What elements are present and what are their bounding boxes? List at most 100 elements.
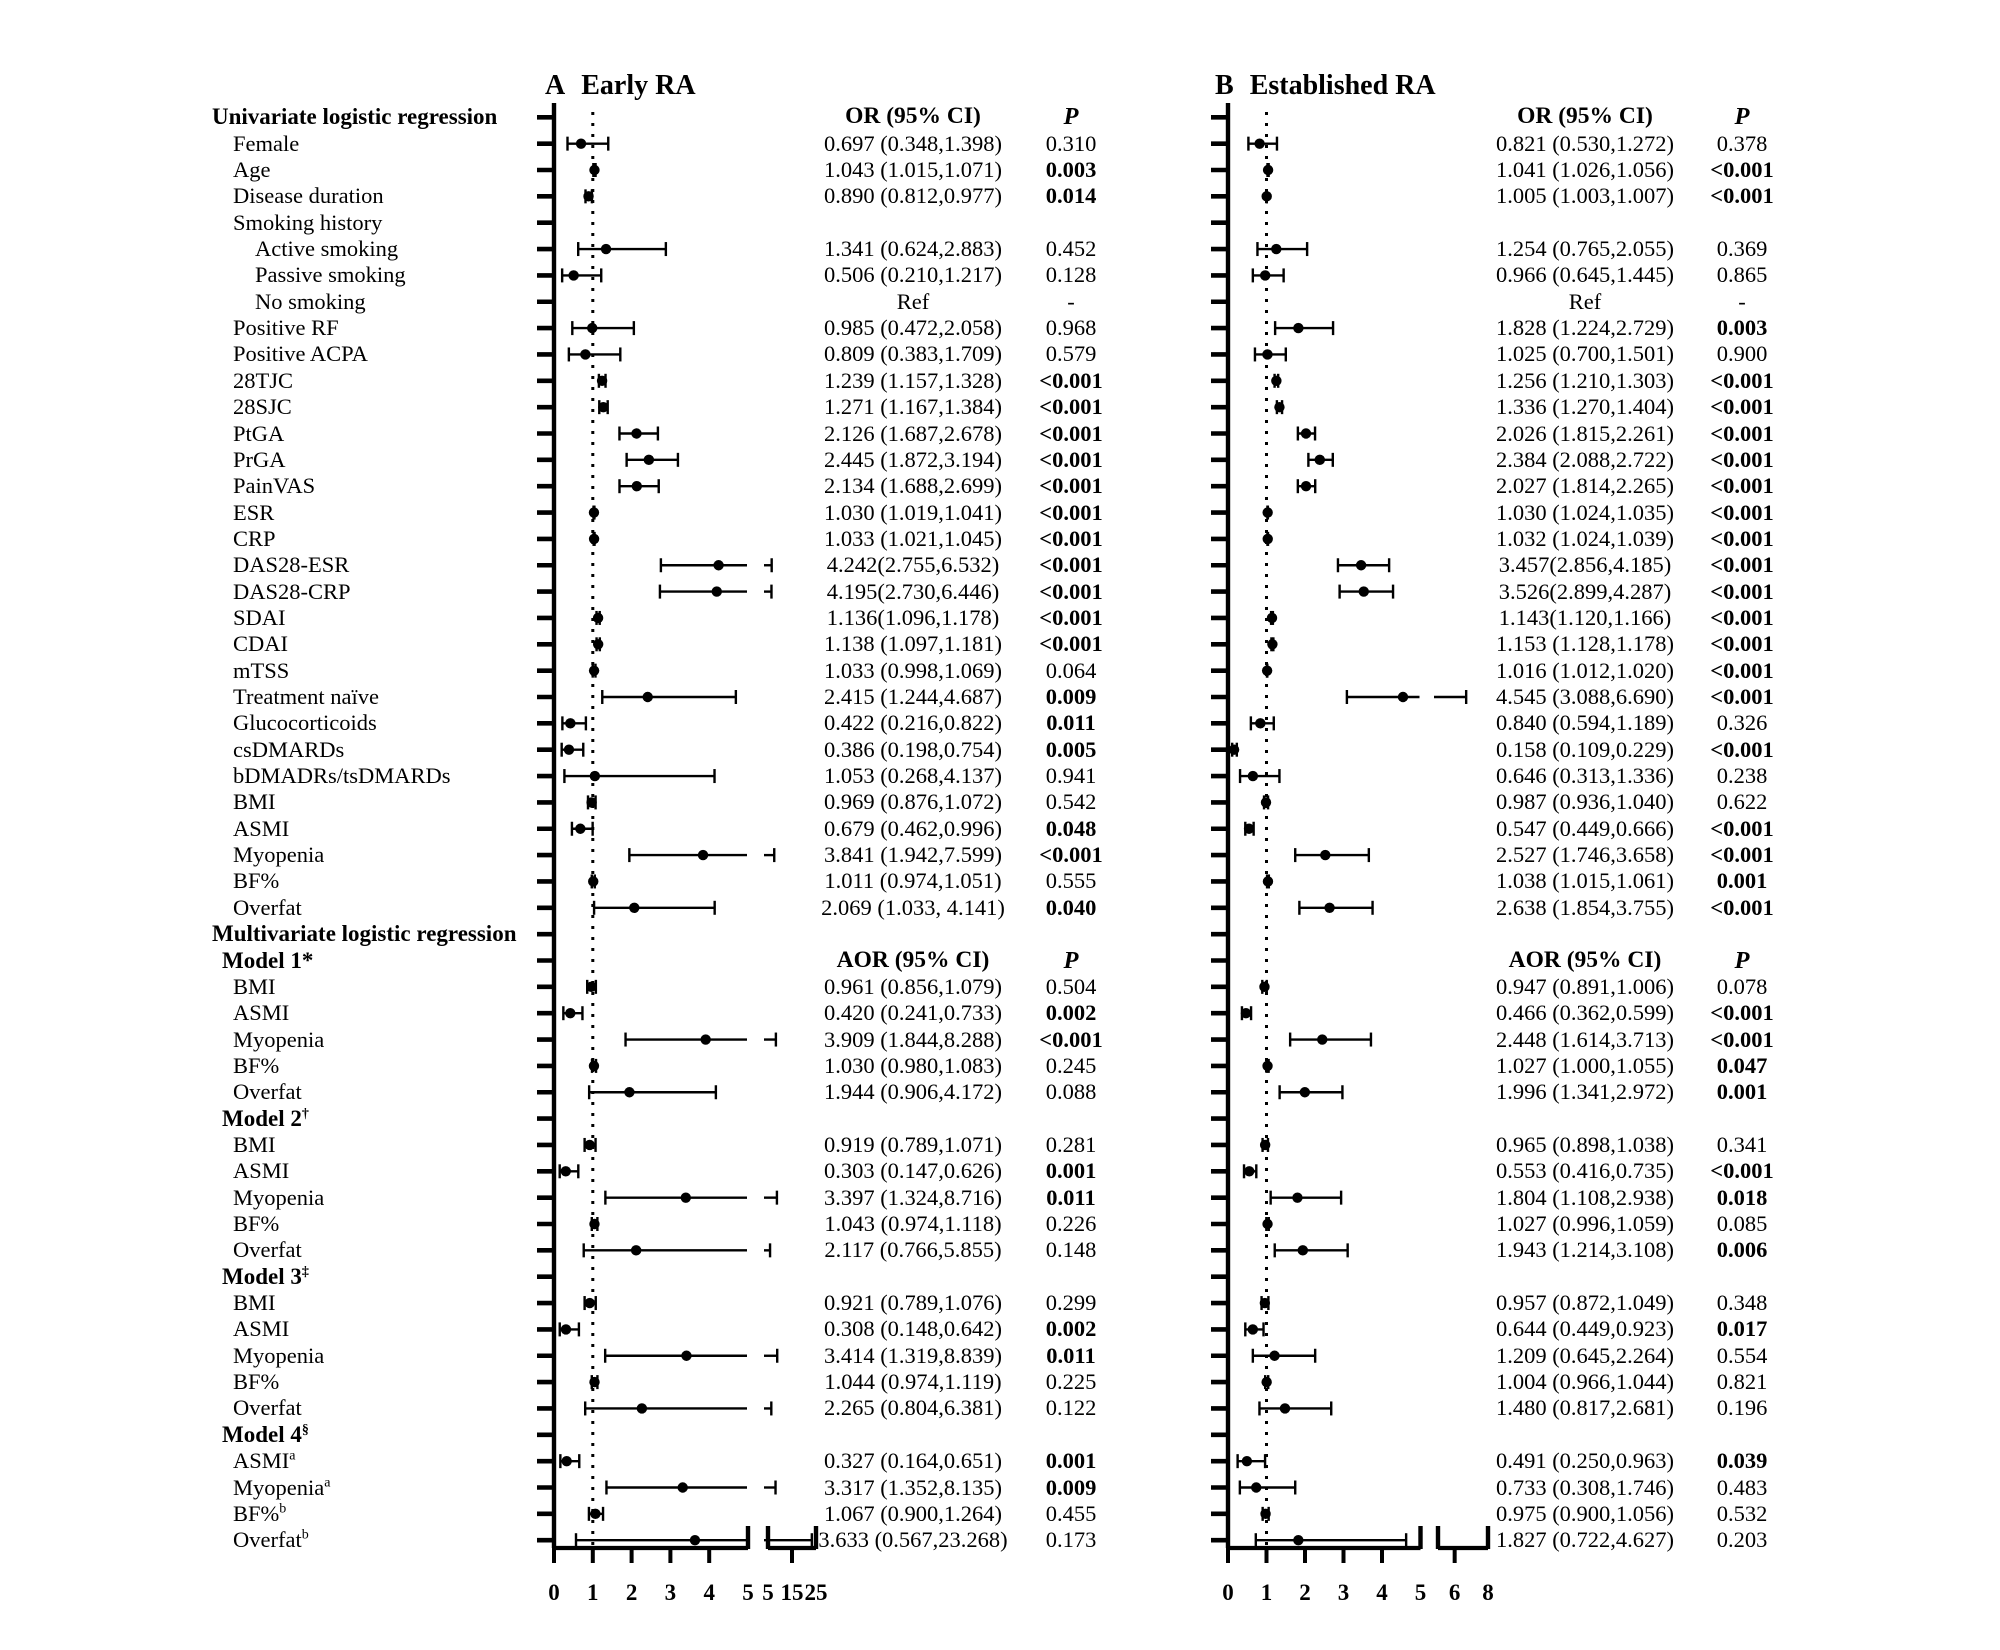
or-value: 0.420 (0.241,0.733) xyxy=(823,1000,1003,1026)
row-label: BMI xyxy=(233,1290,276,1316)
point-estimate xyxy=(565,1008,576,1019)
p-value: <0.001 xyxy=(1710,420,1774,446)
or-value: 2.134 (1.688,2.699) xyxy=(823,473,1003,499)
p-value: <0.001 xyxy=(1710,736,1774,762)
p-value: 0.011 xyxy=(1046,710,1096,736)
or-value: 4.242(2.755,6.532) xyxy=(826,552,1000,578)
forest-row-marker xyxy=(588,531,600,546)
row-label: Overfat xyxy=(233,1079,302,1105)
or-value: 1.044 (0.974,1.119) xyxy=(824,1369,1002,1395)
x-axis-tick-label: 5 xyxy=(1415,1580,1427,1605)
or-value: 0.679 (0.462,0.996) xyxy=(823,815,1003,841)
or-value: 2.265 (0.804,6.381) xyxy=(823,1395,1003,1421)
p-value: <0.001 xyxy=(1039,552,1103,578)
p-value: <0.001 xyxy=(1039,631,1103,657)
row-label: CRP xyxy=(233,525,276,551)
or-value: 0.840 (0.594,1.189) xyxy=(1495,710,1675,736)
forest-row-marker xyxy=(624,1032,778,1047)
row-label: Glucocorticoids xyxy=(233,710,377,736)
point-estimate xyxy=(588,876,599,887)
p-value: <0.001 xyxy=(1039,842,1103,868)
forest-row-marker xyxy=(625,452,680,467)
or-value: 4.195(2.730,6.446) xyxy=(826,578,1000,604)
row-label: Overfatb xyxy=(233,1527,309,1553)
row-label: SDAI xyxy=(233,604,286,630)
forest-row-marker xyxy=(1261,1375,1272,1390)
or-value: 0.491 (0.250,0.963) xyxy=(1495,1448,1675,1474)
or-value: 2.126 (1.687,2.678) xyxy=(823,420,1003,446)
x-axis-tick-label: 3 xyxy=(665,1580,677,1605)
point-estimate xyxy=(630,1245,642,1256)
panel-a-letter: A xyxy=(545,70,566,101)
or-value: 2.415 (1.244,4.687) xyxy=(823,684,1003,709)
or-value: 1.011 (0.974,1.051) xyxy=(824,868,1002,894)
or-value: 1.480 (0.817,2.681) xyxy=(1495,1395,1675,1421)
p-value: 0.003 xyxy=(1045,157,1097,182)
point-estimate xyxy=(1261,665,1273,676)
point-estimate xyxy=(1262,876,1274,887)
or-value: 1.043 (0.974,1.118) xyxy=(824,1211,1002,1236)
forest-row-marker xyxy=(1256,242,1309,257)
panel-a-title: A Early RA xyxy=(545,70,696,102)
point-estimate xyxy=(583,191,594,202)
x-axis-tick-label: 8 xyxy=(1482,1580,1494,1605)
p-value: 0.009 xyxy=(1045,684,1097,709)
forest-row-marker xyxy=(592,610,604,625)
point-estimate xyxy=(589,1218,600,1230)
or-value: 3.633 (0.567,23.268) xyxy=(818,1527,1008,1553)
point-estimate xyxy=(586,797,597,808)
panel-b-title: B Established RA xyxy=(1215,70,1436,102)
forest-row-marker xyxy=(1296,479,1317,494)
forest-row-marker xyxy=(1249,716,1275,731)
row-label: CDAI xyxy=(233,631,288,657)
forest-row-marker xyxy=(1259,1296,1271,1311)
point-estimate xyxy=(1293,1535,1304,1546)
p-value: 0.238 xyxy=(1716,763,1768,789)
point-estimate xyxy=(1255,718,1266,729)
forest-row-marker xyxy=(1262,1217,1273,1231)
point-estimate xyxy=(575,823,586,834)
p-value: 0.348 xyxy=(1716,1290,1768,1316)
forest-row-marker xyxy=(1345,690,1468,704)
p-value: <0.001 xyxy=(1710,473,1774,499)
forest-row-marker xyxy=(1278,1085,1344,1100)
point-estimate xyxy=(1260,797,1272,808)
or-col-header: OR (95% CI) xyxy=(845,103,981,130)
or-value: 0.506 (0.210,1.217) xyxy=(823,262,1003,288)
forest-row-marker xyxy=(592,637,604,652)
p-value: 0.064 xyxy=(1045,657,1097,683)
or-value: 0.966 (0.645,1.445) xyxy=(1495,262,1675,288)
row-label: DAS28-CRP xyxy=(233,578,351,604)
forest-row-marker xyxy=(1238,769,1281,784)
or-value: 1.030 (1.024,1.035) xyxy=(1495,499,1675,525)
forest-row-marker xyxy=(1336,558,1391,573)
row-label: ASMIa xyxy=(233,1448,296,1474)
row-label: Univariate logistic regression xyxy=(212,104,498,130)
panel-b-name: Established RA xyxy=(1249,70,1436,101)
forest-row-marker xyxy=(1247,136,1279,151)
p-value: 0.088 xyxy=(1045,1079,1097,1105)
forest-row-marker xyxy=(1266,610,1278,625)
point-estimate xyxy=(575,138,587,149)
or-value: 1.943 (1.214,3.108) xyxy=(1495,1237,1675,1263)
p-value: 0.005 xyxy=(1045,736,1097,762)
point-estimate xyxy=(589,770,601,782)
or-value: 2.448 (1.614,3.713) xyxy=(1495,1026,1675,1052)
forest-row-marker xyxy=(587,1085,718,1100)
p-value: 0.196 xyxy=(1716,1395,1768,1421)
row-label: Passive smoking xyxy=(255,262,406,288)
forest-row-marker xyxy=(583,1296,597,1311)
point-estimate xyxy=(589,1376,600,1388)
point-estimate xyxy=(631,428,642,439)
p-value: <0.001 xyxy=(1710,842,1774,868)
point-estimate xyxy=(1240,1008,1252,1019)
point-estimate xyxy=(700,1034,711,1045)
or-col-header: AOR (95% CI) xyxy=(1508,946,1662,973)
point-estimate xyxy=(1299,1087,1311,1098)
or-value: 2.638 (1.854,3.755) xyxy=(1495,894,1675,920)
p-value: 0.622 xyxy=(1716,789,1768,815)
label-superscript: b xyxy=(279,1501,287,1517)
p-value: 0.148 xyxy=(1045,1237,1097,1263)
point-estimate xyxy=(1274,401,1285,413)
